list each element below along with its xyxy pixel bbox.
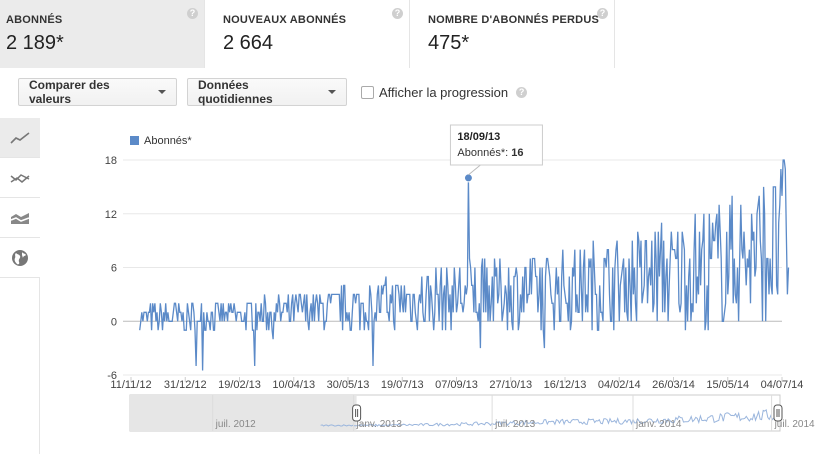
tooltip-value-label: Abonnés*: 16 [457, 147, 523, 159]
navigator-series-line [320, 409, 779, 427]
chart-toolbar: Comparer des valeurs Données quotidienne… [18, 78, 528, 106]
y-tick-label: 0 [111, 316, 117, 328]
range-start-handle[interactable] [352, 404, 362, 422]
tooltip-box [449, 124, 543, 166]
tooltip-date: 18/09/13 [457, 131, 500, 143]
tooltip-value: 16 [511, 147, 523, 159]
metric-tab-abonnes[interactable]: ABONNÉS 2 189* ? [0, 0, 205, 68]
navigator-label: juil. 2014 [774, 419, 815, 430]
metric-label: NOMBRE D'ABONNÉS PERDUS [428, 14, 600, 26]
metric-tab-abonnes-perdus[interactable]: NOMBRE D'ABONNÉS PERDUS 475* ? [410, 0, 615, 68]
help-icon[interactable]: ? [187, 8, 198, 19]
daily-data-label: Données quotidiennes [198, 78, 273, 106]
daily-data-button[interactable]: Données quotidiennes [187, 78, 347, 106]
x-tick-label: 30/05/13 [327, 379, 370, 391]
tooltip-pointer [468, 164, 481, 176]
help-icon[interactable]: ? [516, 86, 528, 98]
x-tick-label: 10/04/13 [272, 379, 315, 391]
multi-line-chart-icon [10, 173, 30, 183]
legend-swatch [130, 136, 139, 145]
show-progress-option[interactable]: Afficher la progression ? [361, 84, 528, 100]
compare-values-label: Comparer des valeurs [29, 78, 110, 106]
chart-type-sidebar [0, 118, 40, 454]
x-tick-label: 31/12/12 [164, 379, 207, 391]
x-tick-label: 07/09/13 [435, 379, 478, 391]
y-tick-label: -6 [107, 370, 117, 382]
x-tick-label: 11/11/12 [110, 379, 151, 391]
map-view-button[interactable] [0, 238, 40, 278]
help-icon[interactable]: ? [392, 8, 403, 19]
navigator-label: juil. 2012 [215, 419, 256, 430]
metric-value: 475* [428, 32, 470, 54]
compare-values-button[interactable]: Comparer des valeurs [18, 78, 177, 106]
multi-line-chart-button[interactable] [0, 158, 40, 198]
metric-tab-nouveaux-abonnes[interactable]: NOUVEAUX ABONNÉS 2 664 ? [205, 0, 410, 68]
navigator-label: juil. 2013 [494, 419, 535, 430]
y-tick-label: 12 [105, 209, 117, 221]
subscribers-line-chart: -6 0 6 12 18 11/11/12 31/12/12 19/02/13 10/04/13… [105, 124, 815, 432]
caret-down-icon [158, 90, 166, 94]
peak-point [463, 173, 473, 183]
stacked-area-chart-icon [10, 212, 30, 224]
globe-map-icon [12, 249, 28, 266]
subscribers-series-line [139, 159, 790, 371]
range-unselected-area [130, 395, 357, 431]
range-end-handle[interactable] [773, 404, 783, 422]
navigator-label: janv. 2013 [356, 419, 403, 430]
x-tick-label: 04/07/14 [761, 379, 804, 391]
x-tick-label: 16/12/13 [544, 379, 587, 391]
show-progress-checkbox[interactable] [361, 85, 374, 99]
metric-value: 2 189* [6, 32, 64, 54]
line-chart-icon [10, 131, 30, 144]
x-tick-label: 15/05/14 [706, 379, 749, 391]
y-tick-label: 6 [111, 263, 117, 275]
x-tick-label: 26/03/14 [652, 379, 695, 391]
metric-tab-empty [615, 0, 822, 68]
metric-label: ABONNÉS [6, 14, 63, 26]
x-tick-label: 19/02/13 [218, 379, 261, 391]
navigator-label: janv. 2014 [635, 419, 682, 430]
help-icon[interactable]: ? [597, 8, 608, 19]
metric-value: 2 664 [223, 32, 274, 54]
x-tick-label: 27/10/13 [489, 379, 532, 391]
metric-label: NOUVEAUX ABONNÉS [223, 14, 347, 26]
caret-down-icon [328, 90, 336, 94]
line-chart-button[interactable] [0, 118, 40, 158]
y-tick-label: 18 [105, 155, 117, 167]
stacked-area-chart-button[interactable] [0, 198, 40, 238]
show-progress-label: Afficher la progression [379, 84, 509, 100]
x-tick-label: 04/02/14 [598, 379, 641, 391]
metrics-tabs: ABONNÉS 2 189* ? NOUVEAUX ABONNÉS 2 664 … [0, 0, 822, 68]
legend-label: Abonnés* [144, 135, 192, 147]
x-tick-label: 19/07/13 [381, 379, 424, 391]
